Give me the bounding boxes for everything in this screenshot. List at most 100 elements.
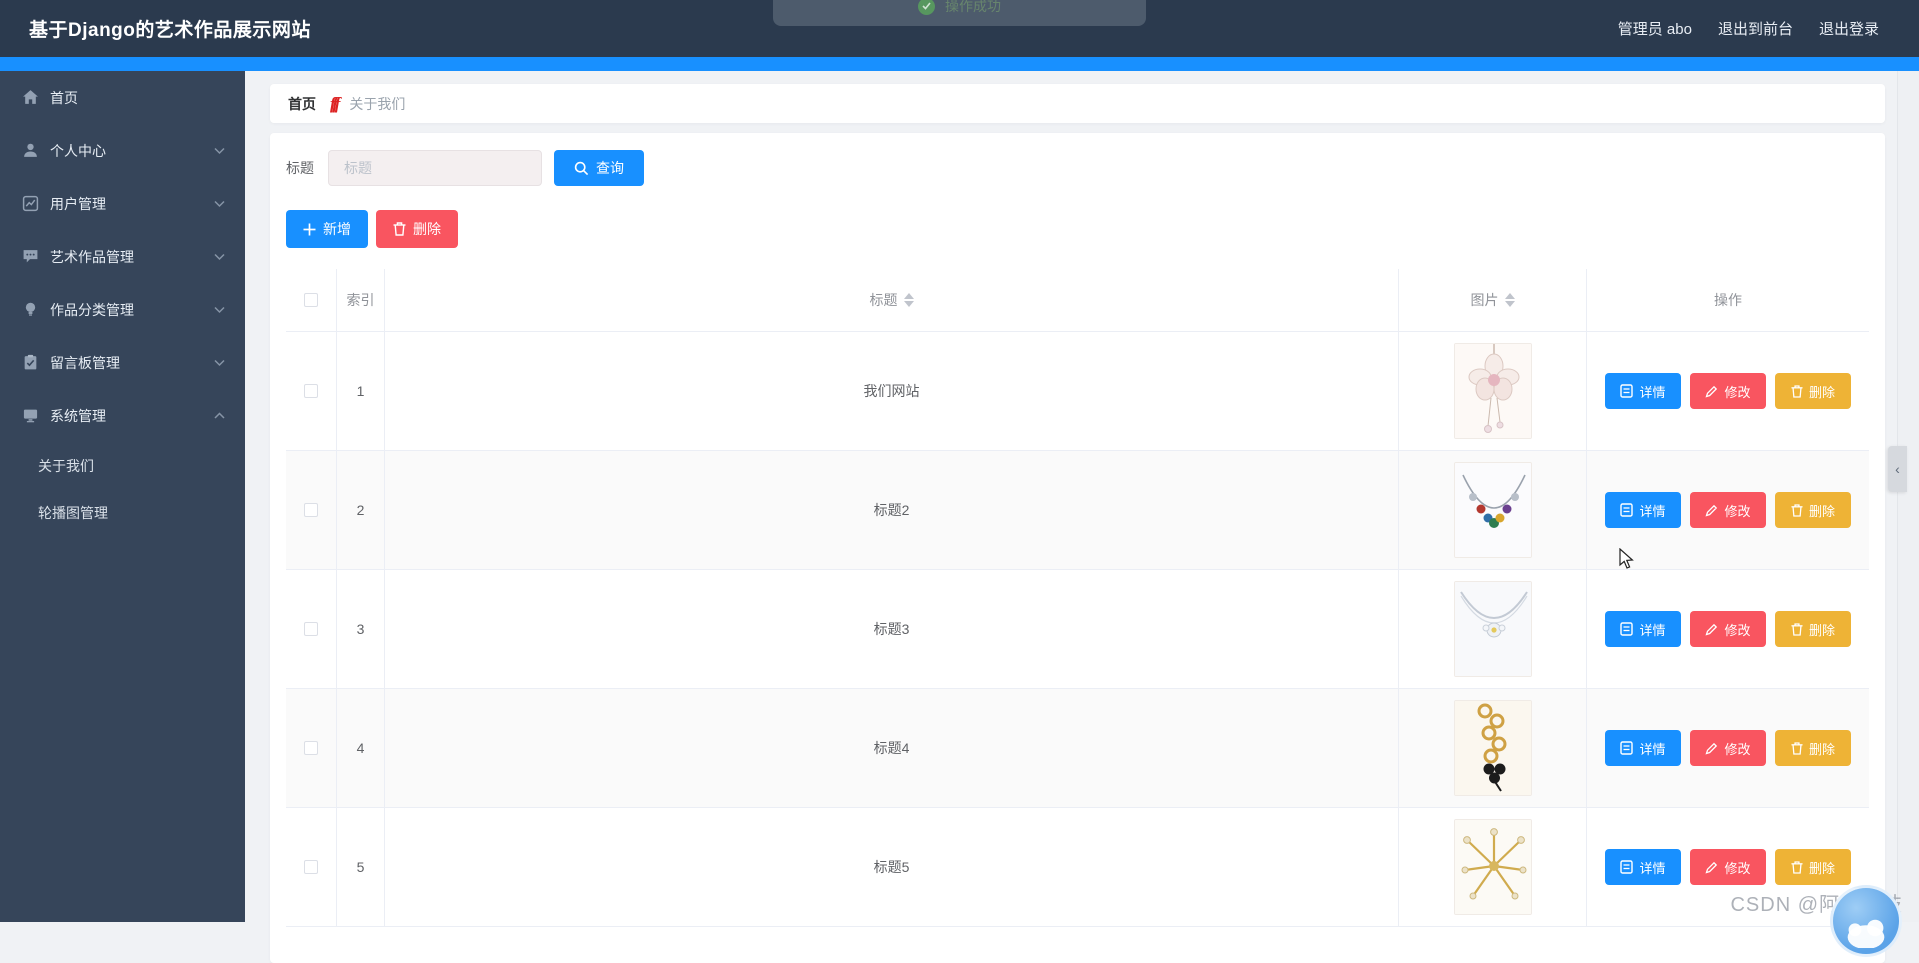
detail-button[interactable]: 详情 xyxy=(1605,492,1681,528)
app-title: 基于Django的艺术作品展示网站 xyxy=(29,20,311,41)
logout-link[interactable]: 退出登录 xyxy=(1818,21,1879,38)
sidebar-item-system-management[interactable]: 系统管理 xyxy=(0,389,245,442)
delete-button[interactable]: 删除 xyxy=(1775,373,1851,409)
trash-icon xyxy=(1791,860,1803,874)
content-card: 标题 查询 新增 删除 索引 xyxy=(270,133,1885,963)
silver-necklace-photo xyxy=(1453,581,1532,677)
check-circle-icon xyxy=(918,0,935,15)
detail-button[interactable]: 详情 xyxy=(1605,849,1681,885)
delete-button[interactable]: 删除 xyxy=(1775,492,1851,528)
chevron-down-icon xyxy=(214,253,225,260)
breadcrumb-home-link[interactable]: 首页 xyxy=(288,95,316,112)
row-index: 1 xyxy=(337,332,385,451)
main-content: 首页 fff 关于我们 标题 查询 新增 删除 xyxy=(245,71,1919,963)
chat-icon xyxy=(23,250,38,263)
chevron-up-icon xyxy=(214,412,225,419)
pencil-icon xyxy=(1705,623,1718,635)
admin-user-link[interactable]: 管理员 abo xyxy=(1617,21,1692,38)
data-table: 索引 标题 图片 操作 1 我们网站 xyxy=(286,269,1869,927)
pencil-icon xyxy=(1705,385,1718,397)
edit-button[interactable]: 修改 xyxy=(1690,730,1766,766)
right-rail xyxy=(1897,71,1919,922)
row-title: 标题5 xyxy=(385,808,1399,927)
chevron-down-icon xyxy=(214,200,225,207)
chevron-down-icon xyxy=(214,306,225,313)
floating-assistant-button[interactable] xyxy=(1830,885,1902,957)
chevron-down-icon xyxy=(214,147,225,154)
trash-icon xyxy=(1791,741,1803,755)
trash-icon xyxy=(1791,503,1803,517)
edit-button[interactable]: 修改 xyxy=(1690,849,1766,885)
breadcrumb: 首页 fff 关于我们 xyxy=(270,84,1885,123)
select-all-cell xyxy=(286,269,337,332)
title-column-header[interactable]: 标题 xyxy=(385,269,1399,332)
chevron-left-icon: ‹ xyxy=(1895,461,1900,477)
row-index: 5 xyxy=(337,808,385,927)
document-icon xyxy=(1620,384,1634,398)
bulb-icon xyxy=(25,302,36,316)
beaded-necklace-photo xyxy=(1453,462,1532,558)
row-actions: 详情 修改 删除 xyxy=(1605,849,1851,885)
detail-button[interactable]: 详情 xyxy=(1605,611,1681,647)
sidebar-item-message-board-management[interactable]: 留言板管理 xyxy=(0,336,245,389)
chevron-down-icon xyxy=(214,359,225,366)
edit-button[interactable]: 修改 xyxy=(1690,611,1766,647)
edit-button[interactable]: 修改 xyxy=(1690,492,1766,528)
query-button[interactable]: 查询 xyxy=(554,150,644,186)
document-icon xyxy=(1620,503,1634,517)
pencil-icon xyxy=(1705,861,1718,873)
sidebar-item-home[interactable]: 首页 xyxy=(0,71,245,124)
select-checkbox[interactable] xyxy=(304,384,318,398)
accent-bar xyxy=(0,57,1919,71)
sidebar-item-category-management[interactable]: 作品分类管理 xyxy=(0,283,245,336)
header-links: 管理员 abo 退出到前台 退出登录 xyxy=(1618,18,1879,39)
index-column-header: 索引 xyxy=(337,269,385,332)
add-button[interactable]: 新增 xyxy=(286,210,368,248)
select-checkbox[interactable] xyxy=(304,741,318,755)
search-field-label: 标题 xyxy=(286,160,314,176)
sidebar-item-user-management[interactable]: 用户管理 xyxy=(0,177,245,230)
select-checkbox[interactable] xyxy=(304,622,318,636)
detail-button[interactable]: 详情 xyxy=(1605,373,1681,409)
sidebar-subitem-carousel-management[interactable]: 轮播图管理 xyxy=(38,504,108,521)
toolbar: 新增 删除 xyxy=(286,210,1869,248)
gold-clover-chain-photo xyxy=(1453,700,1532,796)
select-checkbox[interactable] xyxy=(304,503,318,517)
select-checkbox[interactable] xyxy=(304,860,318,874)
trash-icon xyxy=(1791,622,1803,636)
user-icon xyxy=(24,143,37,157)
edit-button[interactable]: 修改 xyxy=(1690,373,1766,409)
mascot-icon xyxy=(1847,919,1885,948)
sidebar-subitem-about-us[interactable]: 关于我们 xyxy=(38,457,94,474)
pencil-icon xyxy=(1705,742,1718,754)
row-index: 4 xyxy=(337,689,385,808)
detail-button[interactable]: 详情 xyxy=(1605,730,1681,766)
row-title: 标题3 xyxy=(385,570,1399,689)
delete-button[interactable]: 删除 xyxy=(1775,730,1851,766)
breadcrumb-current: 关于我们 xyxy=(349,95,406,112)
delete-button[interactable]: 删除 xyxy=(1775,849,1851,885)
flower-pendant-photo xyxy=(1453,343,1532,439)
sidebar-item-artwork-management[interactable]: 艺术作品管理 xyxy=(0,230,245,283)
title-search-input[interactable] xyxy=(328,150,542,186)
sort-carets-icon[interactable] xyxy=(1504,293,1515,307)
batch-delete-button[interactable]: 删除 xyxy=(376,210,458,248)
actions-column-header: 操作 xyxy=(1587,269,1869,332)
delete-button[interactable]: 删除 xyxy=(1775,611,1851,647)
exit-to-front-link[interactable]: 退出到前台 xyxy=(1717,21,1793,38)
table-row: 3 标题3 详情 修改 删除 xyxy=(286,570,1869,689)
table-row: 1 我们网站 详情 修改 删除 xyxy=(286,332,1869,451)
sidebar-item-personal-center[interactable]: 个人中心 xyxy=(0,124,245,177)
document-icon xyxy=(1620,622,1634,636)
panel-collapse-handle[interactable]: ‹ xyxy=(1888,446,1907,492)
row-index: 3 xyxy=(337,570,385,689)
row-actions: 详情 修改 删除 xyxy=(1605,730,1851,766)
sort-carets-icon[interactable] xyxy=(903,293,914,307)
monitor-icon xyxy=(23,409,38,423)
select-all-checkbox[interactable] xyxy=(304,293,318,307)
search-row: 标题 查询 xyxy=(286,150,1869,186)
row-title: 标题2 xyxy=(385,451,1399,570)
home-icon xyxy=(23,90,38,104)
sidebar: 首页 个人中心 用户管理 艺术作品管理 作品分类管理 留言板管理 系统管理 关于… xyxy=(0,71,245,922)
image-column-header[interactable]: 图片 xyxy=(1399,269,1587,332)
